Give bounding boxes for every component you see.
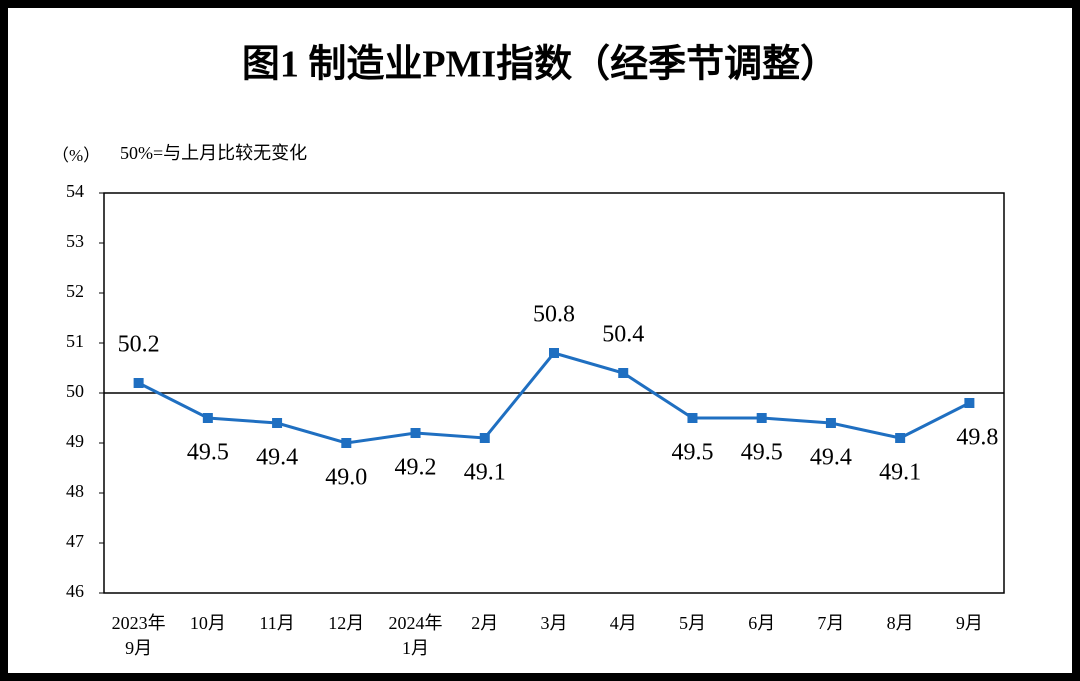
y-tick-label: 50 — [66, 381, 84, 401]
value-label: 49.5 — [187, 440, 229, 466]
y-tick-label: 48 — [66, 481, 84, 501]
marker — [549, 348, 559, 358]
marker — [756, 413, 767, 423]
marker — [825, 418, 836, 428]
x-tick-label: 11月 — [259, 613, 294, 633]
marker — [964, 398, 975, 408]
x-tick-label: 8月 — [887, 613, 914, 633]
value-label: 49.8 — [956, 425, 998, 451]
x-tick-label: 10月 — [190, 613, 226, 633]
y-tick-label: 52 — [66, 281, 84, 301]
x-tick-label: 5月 — [679, 613, 706, 633]
value-label: 49.1 — [879, 460, 921, 486]
x-tick-label: 2024年 1月 — [389, 613, 443, 658]
x-tick-label: 6月 — [748, 613, 775, 633]
annotation: 50%=与上月比较无变化 — [120, 143, 307, 163]
y-tick-label: 49 — [66, 431, 84, 451]
y-tick-label: 51 — [66, 331, 84, 351]
value-label: 49.4 — [810, 445, 852, 471]
x-tick-label: 2月 — [471, 613, 498, 633]
value-label: 49.5 — [671, 440, 713, 466]
y-tick-label: 46 — [66, 581, 84, 601]
marker — [479, 433, 490, 443]
x-tick-label-line: 2023年 — [112, 613, 166, 633]
x-tick-label: 2023年 9月 — [112, 613, 166, 658]
x-tick-label-line: 1月 — [402, 638, 429, 658]
marker — [895, 433, 906, 443]
y-tick-label: 53 — [66, 231, 84, 251]
marker — [202, 413, 213, 423]
marker — [133, 378, 144, 388]
value-label: 49.2 — [395, 455, 437, 481]
value-label: 50.2 — [118, 332, 160, 358]
x-tick-label: 12月 — [328, 613, 364, 633]
marker — [272, 418, 283, 428]
y-axis-label: （%） — [52, 146, 100, 165]
marker — [618, 368, 629, 378]
x-tick-label: 7月 — [817, 613, 844, 633]
x-tick-label-line: 9月 — [125, 638, 152, 658]
x-tick-label: 3月 — [541, 613, 568, 633]
value-label: 49.1 — [464, 460, 506, 486]
y-tick-label: 47 — [66, 531, 84, 551]
value-label: 50.8 — [533, 302, 575, 328]
x-tick-label: 4月 — [610, 613, 637, 633]
chart-title: 图1 制造业PMI指数（经季节调整） — [242, 44, 838, 86]
marker — [410, 428, 421, 438]
marker — [341, 438, 352, 448]
value-label: 50.4 — [602, 322, 644, 348]
marker — [687, 413, 698, 423]
x-tick-label-line: 2024年 — [389, 613, 443, 633]
value-label: 49.0 — [325, 465, 367, 491]
x-tick-label: 9月 — [956, 613, 983, 633]
y-tick-label: 54 — [66, 181, 84, 201]
value-label: 49.4 — [256, 445, 298, 471]
value-label: 49.5 — [741, 440, 783, 466]
